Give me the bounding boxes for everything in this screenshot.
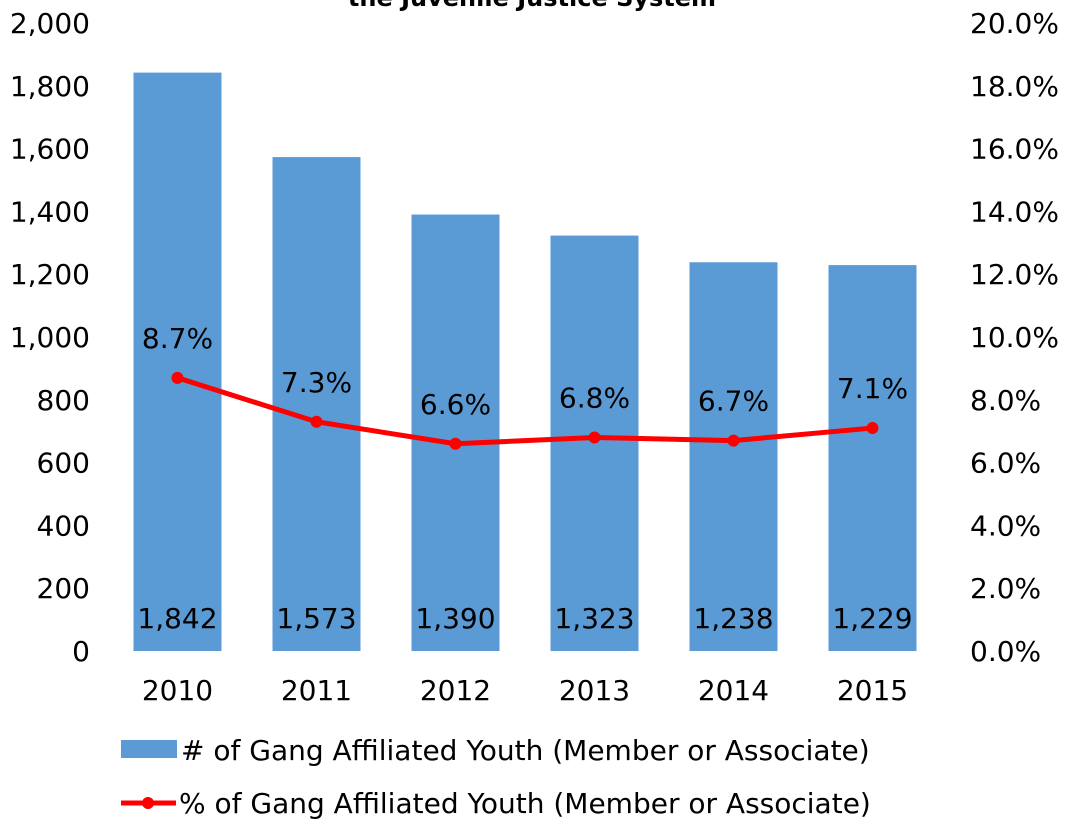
right-axis-tick-label: 10.0% bbox=[970, 321, 1059, 354]
line-series bbox=[171, 371, 879, 450]
line-data-label: 7.3% bbox=[281, 366, 352, 399]
x-axis-tick-label: 2012 bbox=[420, 674, 491, 707]
left-axis-tick-label: 2,000 bbox=[10, 7, 90, 40]
x-axis-tick-label: 2010 bbox=[142, 674, 213, 707]
x-axis-tick-label: 2013 bbox=[559, 674, 630, 707]
bar-data-label: 1,573 bbox=[276, 602, 356, 635]
bar-data-label: 1,390 bbox=[415, 602, 495, 635]
line-data-label: 6.6% bbox=[420, 388, 491, 421]
line-point bbox=[310, 415, 323, 428]
left-axis-tick-label: 1,800 bbox=[10, 70, 90, 103]
legend-bar-swatch bbox=[121, 740, 177, 758]
left-axis-tick-label: 600 bbox=[37, 447, 90, 480]
line-data-label: 6.8% bbox=[559, 381, 630, 414]
right-axis-tick-label: 2.0% bbox=[970, 572, 1041, 605]
x-axis: 2010 2011 2012 2013 2014 2015 bbox=[142, 674, 908, 707]
bar bbox=[272, 157, 361, 651]
bar-data-label: 1,229 bbox=[832, 602, 912, 635]
x-axis-tick-label: 2015 bbox=[837, 674, 908, 707]
line-point bbox=[866, 422, 879, 435]
bar bbox=[689, 262, 778, 651]
legend: # of Gang Affiliated Youth (Member or As… bbox=[121, 734, 871, 819]
bar-data-label: 1,238 bbox=[693, 602, 773, 635]
line-data-labels: 8.7% 7.3% 6.6% 6.8% 6.7% 7.1% bbox=[142, 322, 908, 421]
legend-line-label: % of Gang Affiliated Youth (Member or As… bbox=[179, 787, 871, 819]
left-axis: 0 200 400 600 800 1,000 1,200 1,400 1,600 1,800 2,… bbox=[10, 7, 90, 668]
left-axis-tick-label: 0 bbox=[72, 635, 90, 668]
line-point bbox=[588, 431, 601, 444]
legend-bar-label: # of Gang Affiliated Youth (Member or As… bbox=[181, 734, 870, 767]
bar-series bbox=[133, 72, 917, 652]
line-point bbox=[449, 437, 462, 450]
left-axis-tick-label: 200 bbox=[37, 572, 90, 605]
bar bbox=[133, 72, 222, 651]
line-path bbox=[176, 375, 873, 447]
right-axis-tick-label: 0.0% bbox=[970, 635, 1041, 668]
left-axis-tick-label: 1,400 bbox=[10, 195, 90, 228]
bar-data-label: 1,842 bbox=[137, 602, 217, 635]
bar-data-labels: 1,842 1,573 1,390 1,323 1,238 1,229 bbox=[137, 602, 912, 635]
line-data-label: 8.7% bbox=[142, 322, 213, 355]
right-axis-tick-label: 20.0% bbox=[970, 7, 1059, 40]
bar bbox=[411, 214, 500, 652]
right-axis: 0.0% 2.0% 4.0% 6.0% 8.0% 10.0% 12.0% 14.0% 16.0%… bbox=[970, 7, 1059, 668]
right-axis-tick-label: 8.0% bbox=[970, 384, 1041, 417]
left-axis-tick-label: 1,200 bbox=[10, 258, 90, 291]
right-axis-tick-label: 16.0% bbox=[970, 133, 1059, 166]
chart-title: the Juvenile Justice System bbox=[348, 0, 716, 12]
bar bbox=[828, 265, 917, 651]
right-axis-tick-label: 12.0% bbox=[970, 258, 1059, 291]
line-data-label: 6.7% bbox=[698, 385, 769, 418]
left-axis-tick-label: 400 bbox=[37, 509, 90, 542]
right-axis-tick-label: 4.0% bbox=[970, 509, 1041, 542]
right-axis-tick-label: 6.0% bbox=[970, 447, 1041, 480]
right-axis-tick-label: 14.0% bbox=[970, 195, 1059, 228]
x-axis-tick-label: 2014 bbox=[698, 674, 769, 707]
left-axis-tick-label: 1,000 bbox=[10, 321, 90, 354]
line-point bbox=[727, 434, 740, 447]
x-axis-tick-label: 2011 bbox=[281, 674, 352, 707]
right-axis-tick-label: 18.0% bbox=[970, 70, 1059, 103]
left-axis-tick-label: 800 bbox=[37, 384, 90, 417]
left-axis-tick-label: 1,600 bbox=[10, 133, 90, 166]
line-data-label: 7.1% bbox=[837, 372, 908, 405]
legend-line-marker bbox=[142, 797, 154, 809]
line-point bbox=[171, 371, 184, 384]
bar-data-label: 1,323 bbox=[554, 602, 634, 635]
